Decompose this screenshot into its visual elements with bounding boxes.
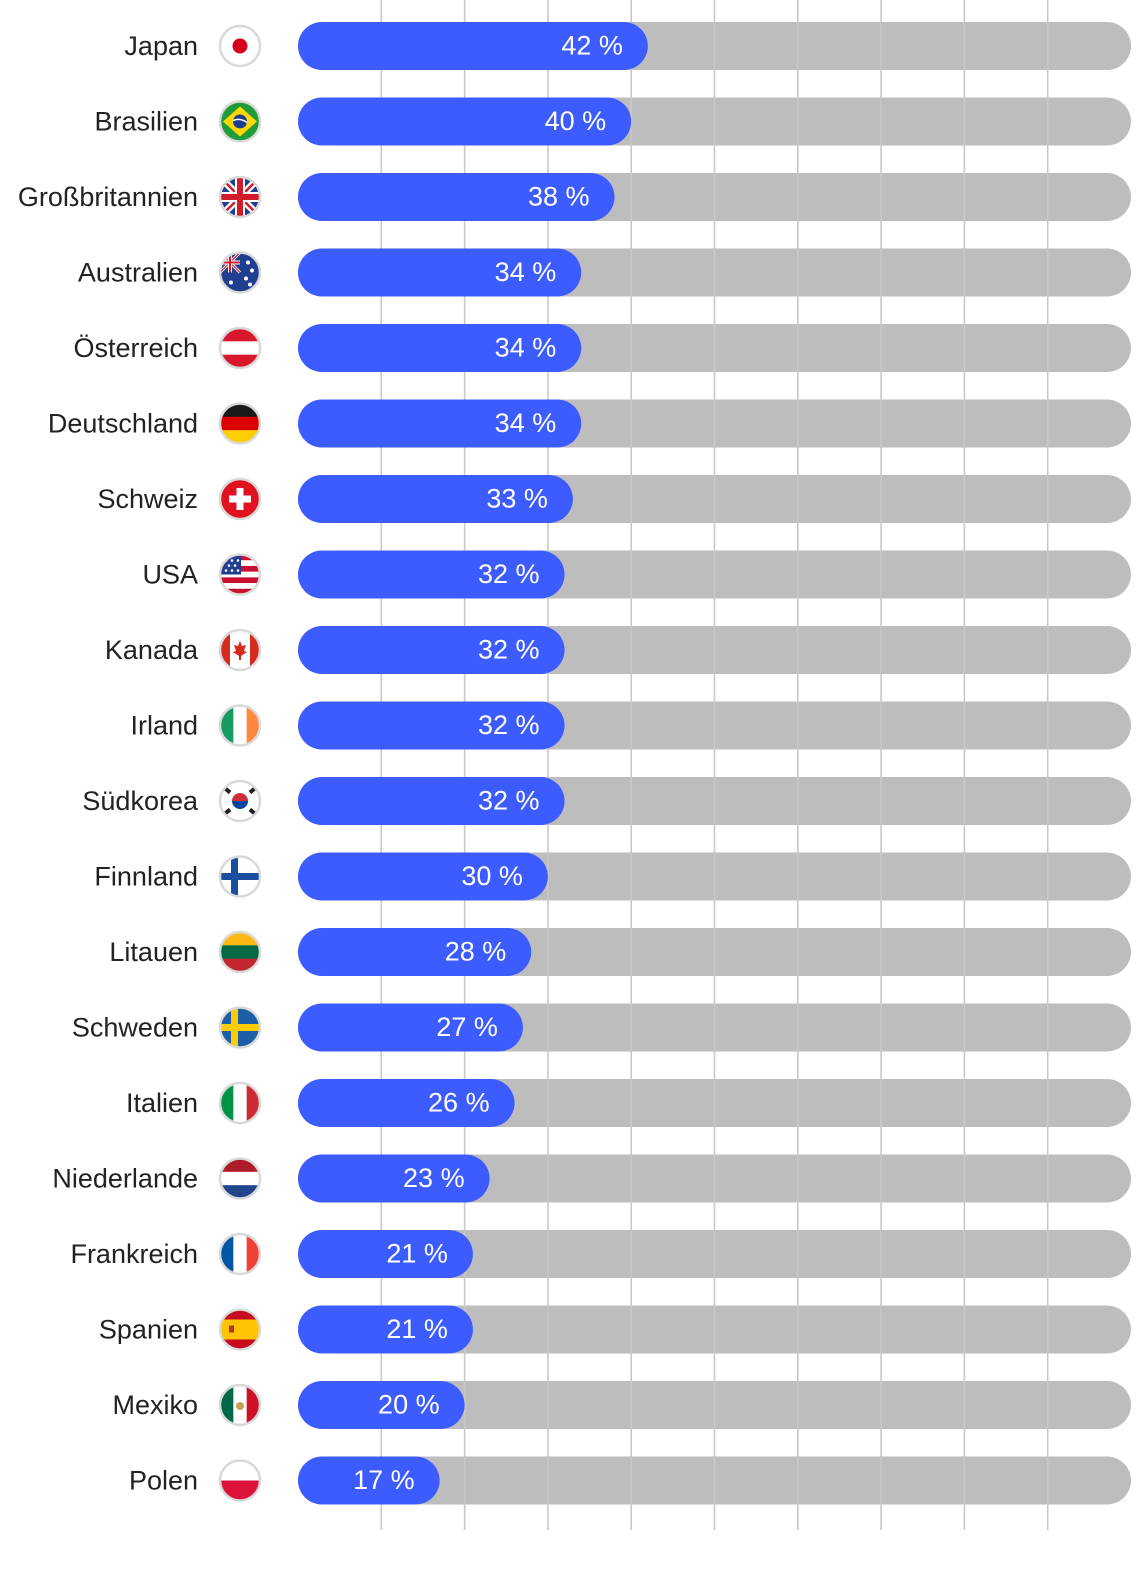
bar-value-label: 32 %: [478, 710, 540, 740]
bar: [298, 1381, 465, 1429]
category-label: Schweden: [72, 1013, 198, 1043]
category-label: Niederlande: [52, 1164, 198, 1194]
bar-value-label: 34 %: [495, 408, 557, 438]
bar-value-label: 34 %: [495, 257, 557, 287]
category-label: Kanada: [105, 635, 199, 665]
bar: [298, 1305, 473, 1354]
ireland-flag-icon: [218, 704, 262, 747]
bar: [298, 97, 632, 146]
bar: [298, 399, 582, 448]
category-label: Japan: [124, 31, 198, 61]
bar-value-label: 21 %: [386, 1314, 448, 1344]
bar-value-label: 40 %: [545, 106, 607, 136]
category-label: Brasilien: [94, 107, 198, 137]
category-label: Südkorea: [82, 786, 199, 816]
japan-flag-icon: [218, 24, 262, 68]
category-label: Polen: [129, 1466, 198, 1496]
australia-flag-icon: [218, 251, 262, 294]
south-korea-flag-icon: [218, 779, 262, 823]
bar: [298, 701, 565, 750]
bar-value-label: 38 %: [528, 182, 590, 212]
category-label: USA: [142, 560, 198, 590]
category-label: Schweiz: [97, 484, 198, 514]
bar-value-label: 33 %: [486, 484, 548, 514]
bar-value-label: 30 %: [461, 861, 523, 891]
poland-flag-icon: [218, 1459, 262, 1502]
bar: [298, 248, 582, 297]
switzerland-flag-icon: [218, 477, 262, 521]
bar: [298, 324, 582, 372]
spain-flag-icon: [218, 1308, 262, 1351]
bar: [298, 852, 548, 901]
bar-value-label: 28 %: [445, 937, 507, 967]
bar: [298, 1230, 473, 1278]
austria-flag-icon: [218, 326, 262, 370]
bar-value-label: 27 %: [436, 1012, 498, 1042]
finland-flag-icon: [218, 855, 262, 898]
category-label: Frankreich: [70, 1239, 198, 1269]
category-label: Irland: [130, 711, 198, 741]
category-label: Australien: [78, 258, 198, 288]
bar-value-label: 21 %: [386, 1239, 448, 1269]
bar-value-label: 32 %: [478, 786, 540, 816]
netherlands-flag-icon: [218, 1157, 262, 1200]
bar-value-label: 23 %: [403, 1163, 465, 1193]
category-label: Italien: [126, 1088, 198, 1118]
uk-flag-icon: [218, 175, 262, 219]
bar: [298, 475, 573, 523]
category-label: Spanien: [99, 1315, 198, 1345]
mexico-flag-icon: [218, 1383, 262, 1427]
sweden-flag-icon: [218, 1006, 262, 1049]
bar: [298, 777, 565, 825]
bar-value-label: 26 %: [428, 1088, 490, 1118]
bar-value-label: 32 %: [478, 559, 540, 589]
france-flag-icon: [218, 1232, 262, 1276]
bar-value-label: 32 %: [478, 635, 540, 665]
brazil-flag-icon: [218, 100, 262, 143]
italy-flag-icon: [218, 1081, 262, 1125]
bar-value-label: 34 %: [495, 333, 557, 363]
germany-flag-icon: [218, 402, 262, 445]
bar: [298, 928, 532, 976]
category-label: Finnland: [94, 862, 198, 892]
bar: [298, 1003, 523, 1052]
grid-lines: [380, 0, 1049, 1530]
bar: [298, 1079, 515, 1127]
category-label: Deutschland: [48, 409, 198, 439]
usa-flag-icon: [218, 553, 262, 596]
bar: [298, 626, 565, 674]
lithuania-flag-icon: [218, 930, 262, 974]
category-label: Mexiko: [112, 1390, 198, 1420]
category-label: Litauen: [109, 937, 198, 967]
canada-flag-icon: [218, 628, 262, 672]
bar: [298, 22, 648, 70]
bar: [298, 173, 615, 221]
bar-value-label: 42 %: [561, 31, 623, 61]
bar-value-label: 20 %: [378, 1390, 440, 1420]
bar: [298, 1456, 440, 1505]
bar: [298, 1154, 490, 1203]
bar: [298, 550, 565, 599]
category-label: Österreich: [73, 333, 198, 363]
bar-value-label: 17 %: [353, 1465, 415, 1495]
category-label: Großbritannien: [18, 182, 198, 212]
